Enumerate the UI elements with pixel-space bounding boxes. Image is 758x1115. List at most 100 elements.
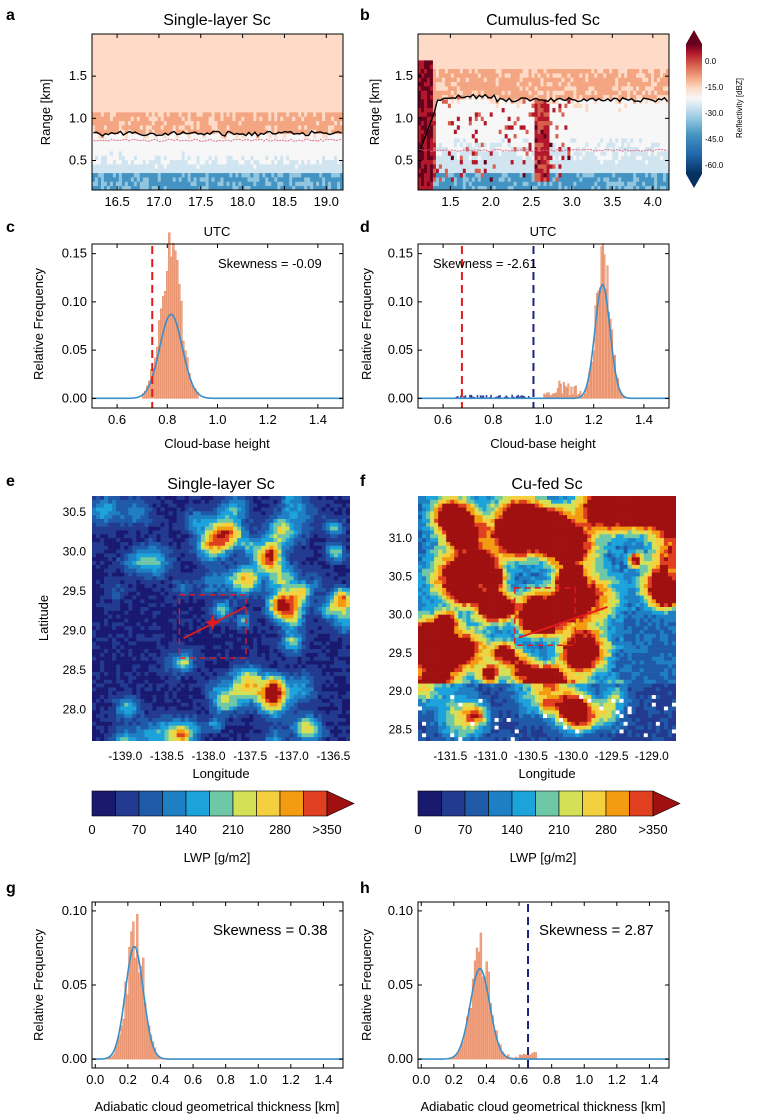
radar-cell xyxy=(507,81,512,87)
radar-cell xyxy=(549,51,553,57)
radar-cell xyxy=(271,172,275,178)
radar-cell xyxy=(477,60,482,65)
radar-cell xyxy=(205,77,209,83)
radar-cell xyxy=(238,103,242,109)
radar-cell xyxy=(522,86,526,91)
radar-cell xyxy=(295,94,299,100)
radar-cell xyxy=(319,120,323,126)
radar-cell xyxy=(253,125,257,130)
radar-cell xyxy=(244,47,248,52)
radar-cell xyxy=(223,177,227,182)
radar-cell xyxy=(163,116,168,122)
radar-cell xyxy=(331,60,335,65)
radar-cell xyxy=(92,81,96,87)
radar-cell xyxy=(423,90,428,96)
radar-cell xyxy=(175,68,180,74)
radar-cell xyxy=(166,116,171,122)
radar-cell xyxy=(106,86,111,91)
radar-cell xyxy=(181,125,186,130)
radar-cell xyxy=(151,155,156,161)
radar-cell xyxy=(307,151,311,156)
radar-cell xyxy=(507,51,512,57)
radar-cell xyxy=(549,99,553,104)
radar-cell xyxy=(501,60,506,65)
radar-cell xyxy=(280,112,284,117)
radar-cell xyxy=(238,116,242,122)
radar-cell xyxy=(483,60,488,65)
radar-cell xyxy=(552,68,556,74)
radar-cell xyxy=(429,47,434,52)
radar-cell xyxy=(160,159,165,165)
radar-cell xyxy=(313,133,317,139)
radar-cell xyxy=(241,159,245,165)
radar-cell xyxy=(465,129,470,135)
radar-cell xyxy=(121,120,126,126)
radar-cell xyxy=(163,112,168,117)
radar-cell xyxy=(130,120,135,126)
radar-cell xyxy=(435,47,440,52)
radar-cell xyxy=(214,116,218,122)
radar-cell xyxy=(298,125,302,130)
radar-cell xyxy=(301,34,305,39)
radar-cell xyxy=(184,146,189,152)
radar-cell xyxy=(489,51,494,57)
radar-cell xyxy=(253,168,257,174)
radar-cell xyxy=(199,133,203,139)
radar-cell xyxy=(211,146,215,152)
radar-cell xyxy=(283,60,287,65)
radar-cell xyxy=(253,68,257,74)
radar-cell xyxy=(286,146,290,152)
radar-cell xyxy=(516,47,520,52)
radar-cell xyxy=(322,38,326,44)
radar-cell xyxy=(190,164,194,169)
radar-cell xyxy=(441,164,446,169)
radar-cell xyxy=(441,112,446,117)
radar-cell xyxy=(172,168,177,174)
radar-cell xyxy=(115,151,120,156)
radar-cell xyxy=(501,90,506,96)
radar-cell xyxy=(313,68,317,74)
radar-cell xyxy=(211,133,215,139)
radar-cell xyxy=(250,55,254,61)
radar-cell xyxy=(519,181,523,187)
radar-cell xyxy=(223,34,227,39)
radar-cell xyxy=(205,86,209,91)
radar-cell xyxy=(561,38,565,44)
radar-cell xyxy=(328,172,332,178)
radar-cell xyxy=(471,107,476,113)
radar-cell xyxy=(310,34,314,39)
radar-cell xyxy=(423,34,428,39)
radar-cell xyxy=(271,155,275,161)
radar-cell xyxy=(331,168,335,174)
radar-cell xyxy=(453,177,458,182)
radar-cell xyxy=(286,60,290,65)
radar-cell xyxy=(127,55,132,61)
radar-cell xyxy=(471,47,476,52)
radar-cell xyxy=(510,86,515,91)
radar-cell xyxy=(109,129,114,135)
radar-cell xyxy=(441,116,446,122)
radar-cell xyxy=(139,151,144,156)
radar-cell xyxy=(142,81,147,87)
radar-cell xyxy=(250,146,254,152)
radar-cell xyxy=(456,112,461,117)
radar-cell xyxy=(313,181,317,187)
radar-cell xyxy=(136,81,141,87)
radar-cell xyxy=(172,125,177,130)
radar-cell xyxy=(495,155,500,161)
radar-cell xyxy=(238,68,242,74)
radar-cell xyxy=(169,151,174,156)
radar-cell xyxy=(468,90,473,96)
radar-cell xyxy=(214,55,218,61)
radar-cell xyxy=(450,164,455,169)
radar-cell xyxy=(552,133,556,139)
radar-cell xyxy=(546,81,550,87)
radar-cell xyxy=(217,73,221,78)
radar-cell xyxy=(214,172,218,178)
radar-cell xyxy=(519,177,523,182)
radar-cell xyxy=(420,181,425,187)
radar-cell xyxy=(519,172,523,178)
radar-cell xyxy=(492,55,497,61)
radar-cell xyxy=(283,107,287,113)
radar-cell xyxy=(271,99,275,104)
